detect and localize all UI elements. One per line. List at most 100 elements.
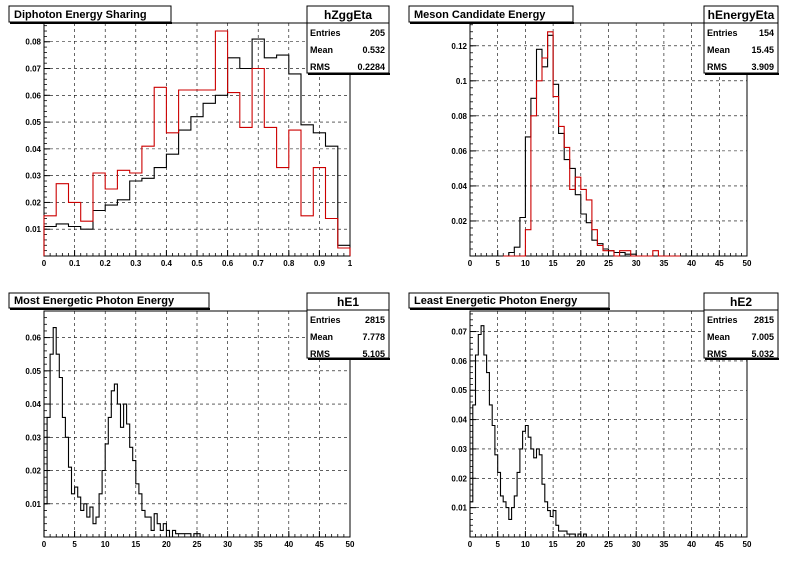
stats-name: hE2	[730, 295, 752, 309]
x-tick-label: 45	[315, 540, 324, 549]
x-tick-label: 45	[715, 259, 724, 268]
pad-least-energetic-photon-energy: 0 5 10 15 20 25 30 35 40 45 50 0.01 0.02 0.03 0.04 0.05…	[408, 292, 779, 549]
x-tick-label: 1	[348, 259, 353, 268]
stats-value-mean: 7.005	[751, 332, 774, 342]
chart-title: Least Energetic Photon Energy	[414, 295, 578, 307]
stats-value-mean: 7.778	[362, 332, 385, 342]
y-tick-label: 0.01	[25, 500, 41, 509]
stats-value-rms: 5.105	[362, 349, 385, 359]
x-tick-label: 35	[659, 259, 668, 268]
x-tick-label: 0	[468, 540, 473, 549]
stats-label-rms: RMS	[707, 349, 727, 359]
histogram-series-1	[503, 31, 681, 257]
x-tick-label: 0.1	[69, 259, 81, 268]
x-tick-label: 20	[576, 540, 585, 549]
stats-name: hZggEta	[324, 8, 372, 22]
y-tick-label: 0.03	[451, 445, 467, 454]
y-tick-label: 0.05	[451, 386, 467, 395]
y-tick-label: 0.06	[451, 357, 467, 366]
x-tick-label: 50	[743, 540, 752, 549]
x-tick-label: 40	[284, 540, 293, 549]
y-tick-label: 0.02	[451, 217, 467, 226]
stats-value-entries: 2815	[365, 315, 385, 325]
histogram-series-0	[43, 327, 228, 538]
x-tick-label: 0.4	[161, 259, 173, 268]
y-tick-label: 0.04	[25, 145, 41, 154]
x-tick-label: 10	[101, 540, 110, 549]
x-tick-label: 10	[521, 540, 530, 549]
stats-label-rms: RMS	[310, 349, 330, 359]
histogram-series-0	[469, 325, 637, 538]
y-tick-label: 0.06	[25, 91, 41, 100]
x-tick-label: 0.5	[191, 259, 203, 268]
x-tick-label: 40	[687, 540, 696, 549]
y-tick-label: 0.02	[25, 467, 41, 476]
x-tick-label: 0	[42, 540, 47, 549]
histogram-series-1	[43, 30, 351, 256]
chart-title: Most Energetic Photon Energy	[14, 295, 175, 307]
pad-meson-candidate-energy: 0 5 10 15 20 25 30 35 40 45 50 0.02 0.04 0.06 0.08 0.1 0…	[408, 5, 779, 268]
pad-most-energetic-photon-energy: 0 5 10 15 20 25 30 35 40 45 50 0.01 0.02 0.03 0.04 0.05…	[8, 292, 390, 549]
stats-box	[306, 292, 390, 359]
stats-label-mean: Mean	[310, 45, 333, 55]
x-tick-label: 25	[604, 259, 613, 268]
stats-value-entries: 154	[759, 28, 774, 38]
x-tick-label: 35	[659, 540, 668, 549]
x-tick-label: 0.3	[130, 259, 142, 268]
x-tick-label: 30	[223, 540, 232, 549]
x-tick-label: 15	[131, 540, 140, 549]
x-tick-label: 5	[72, 540, 77, 549]
x-tick-label: 0.6	[222, 259, 234, 268]
x-tick-label: 15	[549, 540, 558, 549]
stats-value-rms: 0.2284	[357, 62, 385, 72]
y-tick-label: 0.08	[451, 112, 467, 121]
pad-diphoton-energy-sharing: 0 0.1 0.2 0.3 0.4 0.5 0.6 0.7 0.8 0.9 1 0.01 0.02 0.0…	[8, 5, 390, 268]
stats-name: hE1	[337, 295, 359, 309]
stats-label-rms: RMS	[707, 62, 727, 72]
stats-label-rms: RMS	[310, 62, 330, 72]
y-tick-label: 0.03	[25, 172, 41, 181]
x-tick-label: 50	[346, 540, 355, 549]
x-tick-label: 30	[632, 259, 641, 268]
x-tick-label: 20	[162, 540, 171, 549]
y-tick-label: 0.03	[25, 433, 41, 442]
stats-label-mean: Mean	[707, 45, 730, 55]
x-tick-label: 30	[632, 540, 641, 549]
y-tick-label: 0.06	[451, 147, 467, 156]
stats-value-entries: 205	[370, 28, 385, 38]
x-tick-label: 0.7	[253, 259, 265, 268]
y-tick-label: 0.02	[25, 198, 41, 207]
stats-box	[703, 5, 779, 74]
y-tick-label: 0.05	[25, 367, 41, 376]
y-tick-label: 0.06	[25, 334, 41, 343]
x-tick-label: 25	[193, 540, 202, 549]
stats-box	[306, 5, 390, 74]
stats-name: hEnergyEta	[708, 8, 775, 22]
x-tick-label: 0.2	[100, 259, 112, 268]
y-tick-label: 0.07	[451, 328, 467, 337]
y-tick-label: 0.04	[25, 400, 41, 409]
y-tick-label: 0.07	[25, 65, 41, 74]
x-tick-label: 40	[687, 259, 696, 268]
y-tick-label: 0.01	[451, 504, 467, 513]
stats-value-mean: 15.45	[751, 45, 774, 55]
y-tick-label: 0.01	[25, 225, 41, 234]
y-tick-label: 0.05	[25, 118, 41, 127]
stats-value-rms: 5.032	[751, 349, 774, 359]
x-tick-label: 5	[495, 259, 500, 268]
y-tick-label: 0.04	[451, 416, 467, 425]
x-tick-label: 0.9	[314, 259, 326, 268]
stats-label-mean: Mean	[310, 332, 333, 342]
x-tick-label: 45	[715, 540, 724, 549]
x-tick-label: 25	[604, 540, 613, 549]
x-tick-label: 0.8	[283, 259, 295, 268]
y-tick-label: 0.12	[451, 42, 467, 51]
x-tick-label: 50	[743, 259, 752, 268]
x-tick-label: 5	[495, 540, 500, 549]
stats-label-entries: Entries	[707, 28, 738, 38]
stats-value-rms: 3.909	[751, 62, 774, 72]
stats-label-entries: Entries	[707, 315, 738, 325]
chart-title: Diphoton Energy Sharing	[14, 9, 147, 21]
stats-label-entries: Entries	[310, 28, 341, 38]
